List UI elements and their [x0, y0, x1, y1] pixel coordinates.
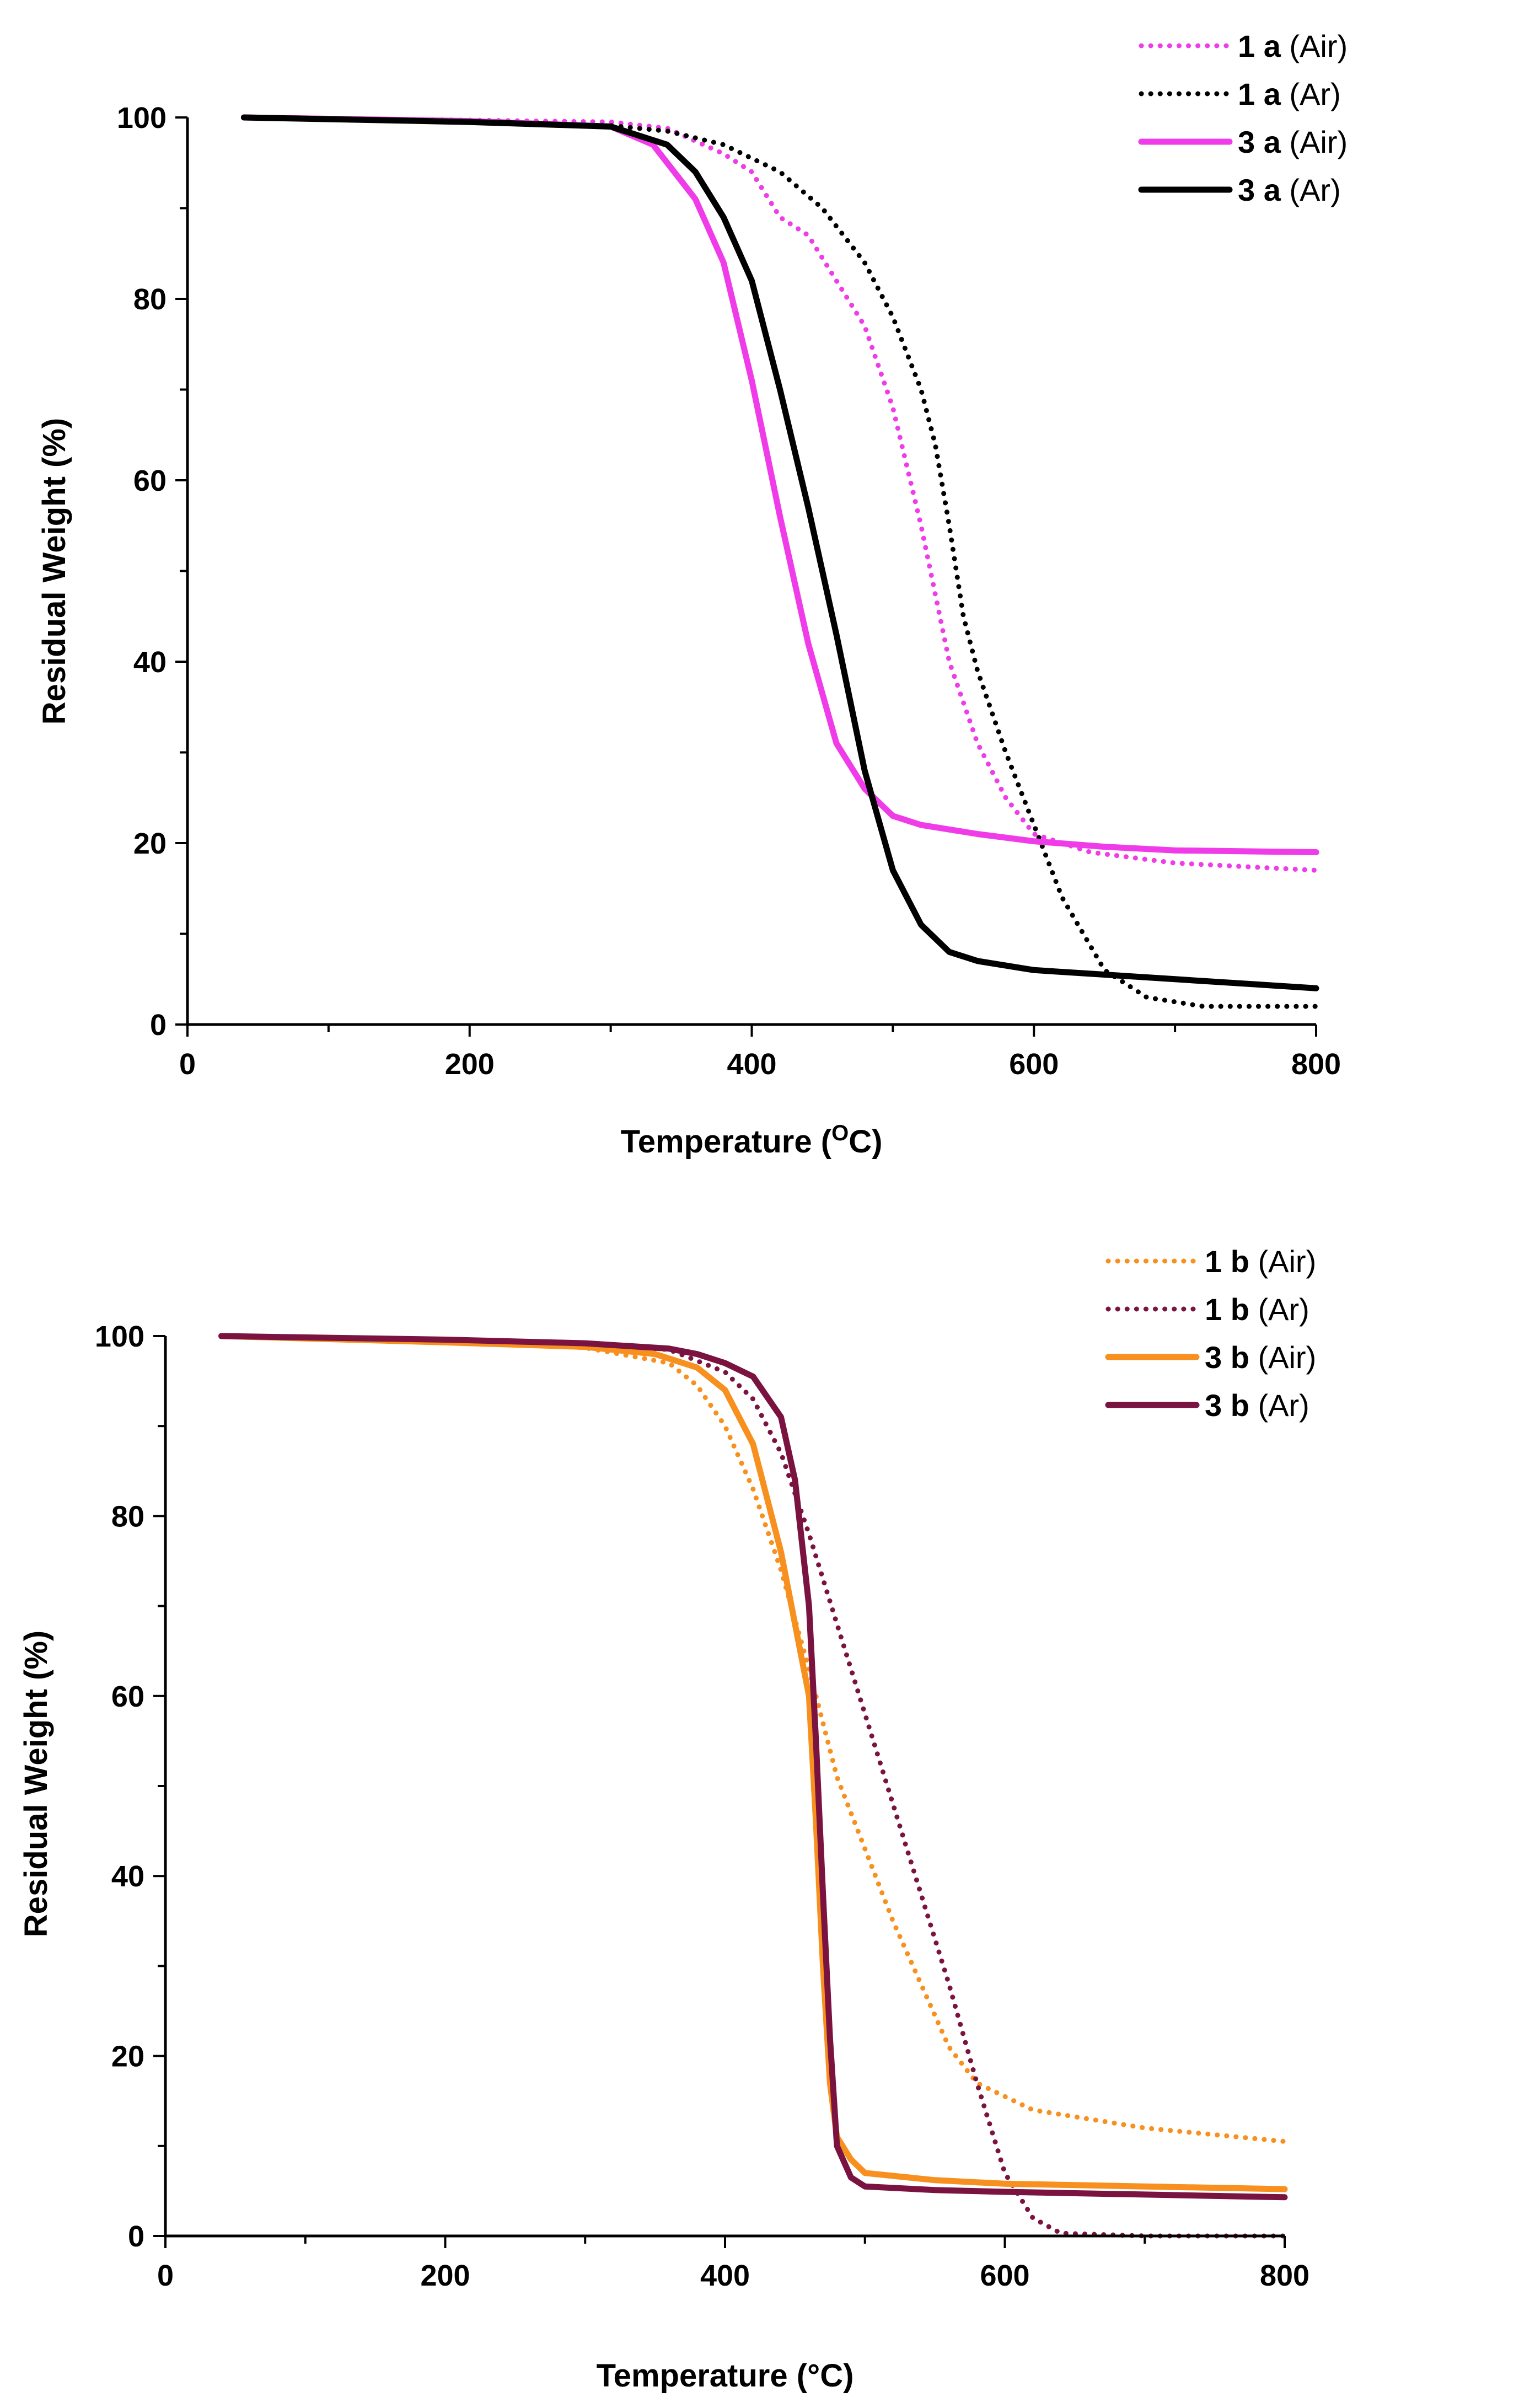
legend: 1 a (Air)1 a (Ar)3 a (Air)3 a (Ar) — [1138, 29, 1348, 207]
legend-label: 3 a (Ar) — [1238, 173, 1341, 207]
x-tick-label: 600 — [1009, 1048, 1059, 1081]
chart-top-1a-3a: 0 200 400 600 800 0 20 40 60 80 100 Residual Weigh… — [36, 29, 1348, 1160]
y-tick-label: 80 — [111, 1500, 144, 1533]
legend: 1 b (Air)1 b (Ar)3 b (Air)3 b (Ar) — [1105, 1244, 1316, 1423]
x-axis-title: Temperature (°C) — [597, 2358, 854, 2394]
series-line-1a-ar — [241, 115, 1319, 1009]
series-line-3b-ar — [218, 1333, 1288, 2201]
ticks — [175, 116, 1317, 1037]
series-line-3a-ar — [240, 114, 1319, 991]
y-axis-title: Residual Weight (%) — [36, 418, 72, 725]
x-axis-title: Temperature (OC) — [621, 1121, 883, 1160]
legend-label-atmosphere: (Air) — [1249, 1340, 1316, 1375]
legend-label-compound: 3 b — [1205, 1388, 1249, 1423]
ticks — [153, 1335, 1286, 2248]
x-tick-label: 0 — [179, 1048, 196, 1081]
x-axis-title-superscript: O — [831, 1121, 849, 1145]
legend-label: 3 a (Air) — [1238, 125, 1348, 159]
series-line-1b-ar — [219, 1333, 1287, 2239]
y-tick-label: 80 — [133, 283, 167, 316]
x-axis-title-suffix: C) — [849, 1124, 882, 1160]
tick-labels: 0 200 400 600 800 0 20 40 60 80 100 — [117, 101, 1341, 1081]
legend-label-compound: 3 b — [1205, 1340, 1249, 1375]
legend-label: 3 b (Ar) — [1205, 1388, 1309, 1423]
series-layer — [240, 114, 1319, 1009]
x-axis-title-text: Temperature ( — [621, 1124, 832, 1160]
legend-label: 1 a (Ar) — [1238, 77, 1341, 111]
legend-label-atmosphere: (Air) — [1281, 29, 1348, 63]
y-tick-label: 40 — [111, 1860, 144, 1893]
y-axis-title: Residual Weight (%) — [18, 1631, 54, 1937]
legend-label-compound: 1 a — [1238, 29, 1281, 63]
x-tick-label: 600 — [980, 2259, 1029, 2292]
y-tick-label: 20 — [111, 2040, 144, 2073]
series-line-3b-air — [218, 1333, 1288, 2192]
chart-bottom-1b-3b: 0 200 400 600 800 0 20 40 60 80 100 Residual Weigh… — [18, 1244, 1316, 2394]
x-tick-label: 200 — [445, 1048, 495, 1081]
tick-labels: 0 200 400 600 800 0 20 40 60 80 100 — [95, 1320, 1309, 2292]
legend-label: 3 b (Air) — [1205, 1340, 1316, 1375]
y-tick-label: 60 — [133, 464, 167, 497]
x-tick-label: 800 — [1260, 2259, 1309, 2292]
x-tick-label: 400 — [700, 2259, 750, 2292]
legend-label-atmosphere: (Ar) — [1281, 173, 1341, 207]
legend-label-compound: 1 b — [1205, 1244, 1249, 1279]
y-tick-label: 40 — [133, 646, 167, 679]
series-line-1b-air — [219, 1333, 1287, 2144]
legend-label-compound: 1 b — [1205, 1292, 1249, 1327]
series-layer — [218, 1333, 1288, 2239]
y-tick-label: 0 — [128, 2220, 144, 2253]
legend-label: 1 b (Air) — [1205, 1244, 1316, 1279]
series-line-3a-air — [240, 114, 1319, 855]
legend-label-compound: 3 a — [1238, 125, 1281, 159]
x-tick-label: 400 — [727, 1048, 776, 1081]
series-line-1a-air — [241, 115, 1319, 873]
legend-label-atmosphere: (Air) — [1249, 1244, 1316, 1279]
legend-label: 1 b (Ar) — [1205, 1292, 1309, 1327]
y-tick-label: 100 — [95, 1320, 144, 1353]
y-tick-label: 60 — [111, 1680, 144, 1713]
y-tick-label: 100 — [117, 101, 167, 135]
legend-label-atmosphere: (Air) — [1281, 125, 1348, 159]
legend-label-compound: 3 a — [1238, 173, 1281, 207]
legend-label-atmosphere: (Ar) — [1249, 1292, 1309, 1327]
x-tick-label: 200 — [420, 2259, 470, 2292]
legend-label-compound: 1 a — [1238, 77, 1281, 111]
x-tick-label: 800 — [1291, 1048, 1341, 1081]
y-tick-label: 20 — [133, 827, 167, 860]
legend-label-atmosphere: (Ar) — [1249, 1388, 1309, 1423]
legend-label-atmosphere: (Ar) — [1281, 77, 1341, 111]
x-tick-label: 0 — [157, 2259, 174, 2292]
y-tick-label: 0 — [150, 1009, 167, 1042]
legend-label: 1 a (Air) — [1238, 29, 1348, 63]
